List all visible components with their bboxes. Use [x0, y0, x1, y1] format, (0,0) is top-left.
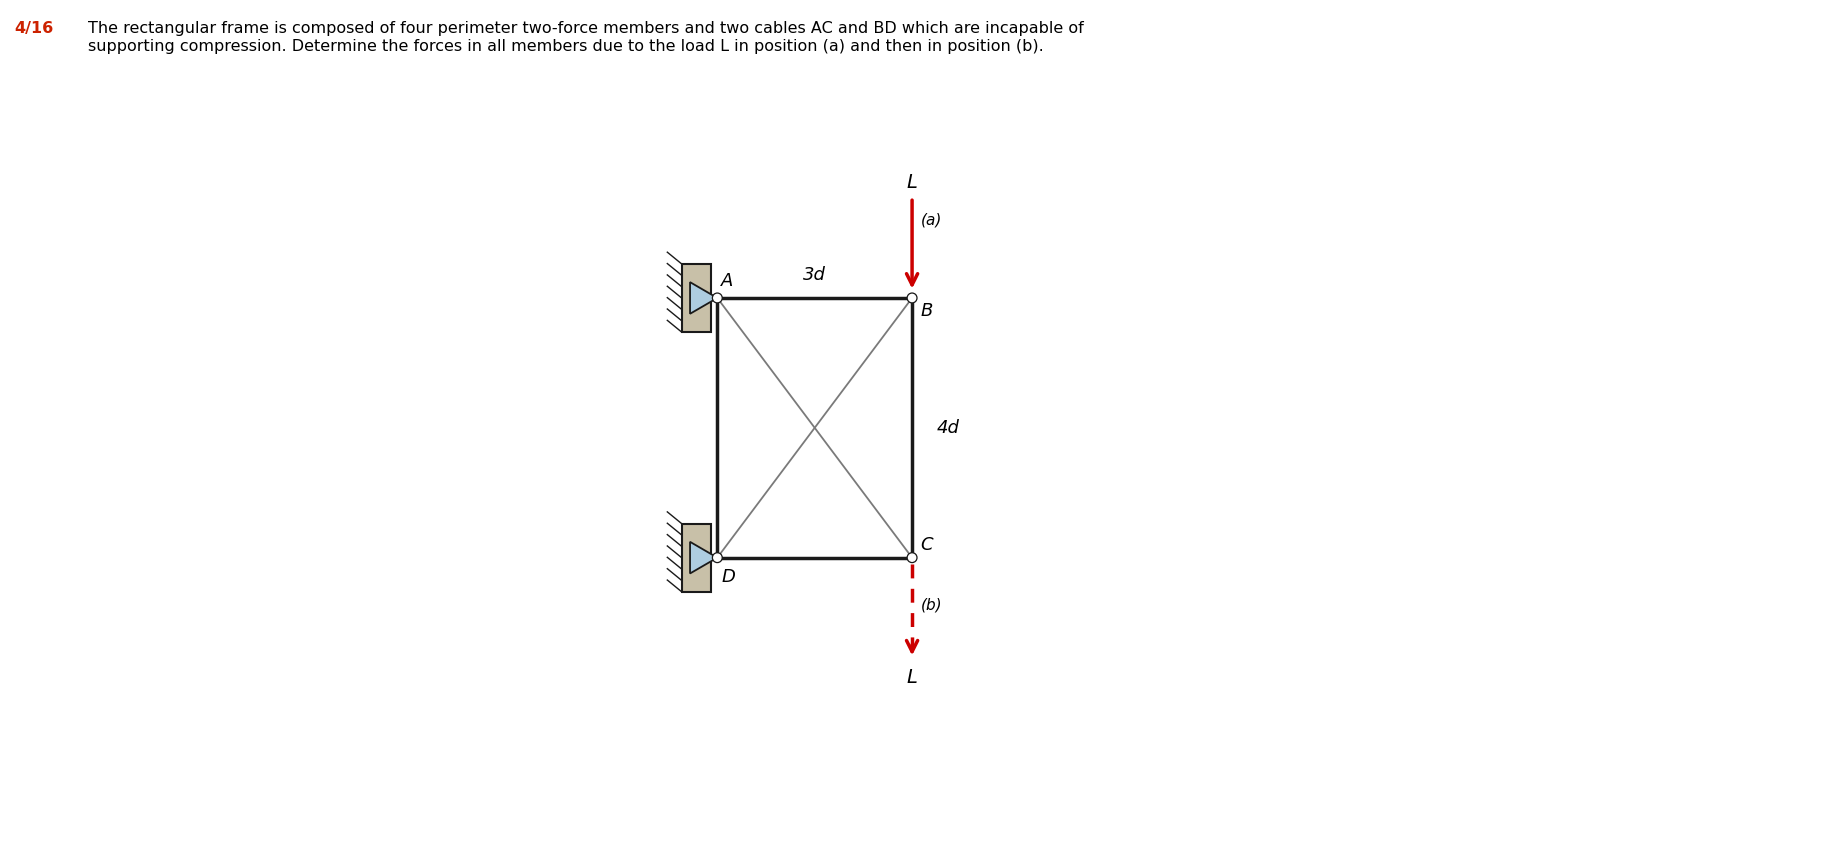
Text: 4d: 4d	[936, 419, 960, 437]
Circle shape	[909, 554, 916, 562]
Circle shape	[713, 294, 721, 302]
Text: C: C	[920, 536, 933, 554]
Circle shape	[713, 293, 722, 303]
Text: The rectangular frame is composed of four perimeter two-force members and two ca: The rectangular frame is composed of fou…	[88, 22, 1084, 54]
Circle shape	[907, 553, 918, 562]
Text: B: B	[920, 302, 933, 320]
Circle shape	[907, 293, 918, 303]
Polygon shape	[682, 264, 711, 332]
Text: 4/16: 4/16	[15, 22, 53, 36]
Text: A: A	[721, 272, 734, 290]
Polygon shape	[682, 524, 711, 592]
Text: (a): (a)	[920, 212, 942, 228]
Text: L: L	[907, 173, 918, 192]
Circle shape	[713, 554, 721, 562]
Circle shape	[909, 294, 916, 302]
Text: (b): (b)	[920, 597, 942, 612]
Text: D: D	[721, 568, 735, 586]
Polygon shape	[689, 542, 717, 574]
Text: 3d: 3d	[804, 266, 826, 284]
Polygon shape	[689, 282, 717, 314]
Circle shape	[713, 553, 722, 562]
Text: L: L	[907, 668, 918, 687]
